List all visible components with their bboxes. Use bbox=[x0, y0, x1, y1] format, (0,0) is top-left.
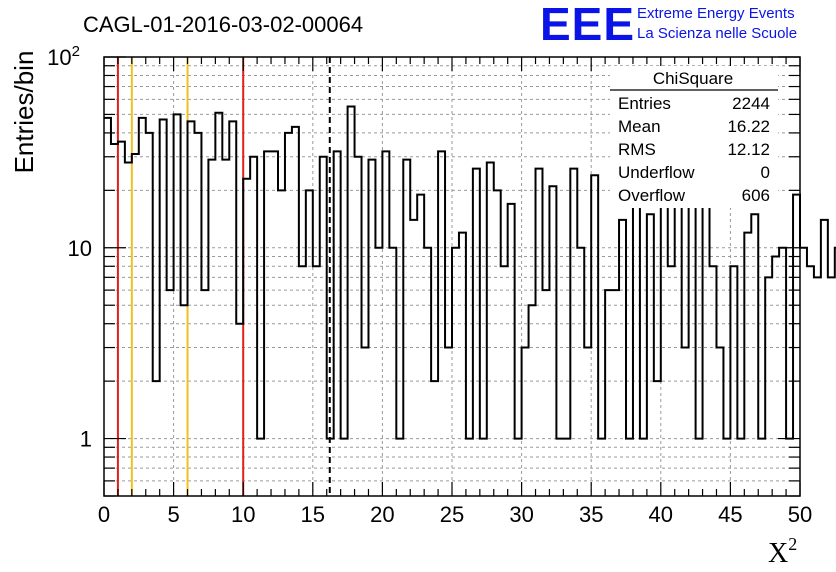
x-tick-label: 5 bbox=[167, 502, 179, 527]
x-tick-label: 30 bbox=[509, 502, 533, 527]
stats-rms-value: 12.12 bbox=[727, 140, 770, 159]
x-tick-label: 10 bbox=[231, 502, 255, 527]
y-tick-label: 102 bbox=[47, 43, 80, 70]
histogram-series bbox=[104, 105, 836, 440]
y-tick-label-exponent: 2 bbox=[72, 43, 80, 60]
x-tick-label: 35 bbox=[579, 502, 603, 527]
stats-box-title: ChiSquare bbox=[653, 69, 733, 88]
stats-box: ChiSquare Entries 2244 Mean 16.22 RMS 12… bbox=[610, 66, 778, 208]
eee-logo-mark: EEE bbox=[540, 0, 635, 50]
x-tick-label: 45 bbox=[718, 502, 742, 527]
chart-title: CAGL-01-2016-03-02-00064 bbox=[83, 12, 363, 37]
x-axis-label-exponent: 2 bbox=[788, 534, 797, 554]
x-tick-label: 50 bbox=[788, 502, 812, 527]
stats-overflow-value: 606 bbox=[742, 186, 770, 205]
x-tick-label: 20 bbox=[370, 502, 394, 527]
stats-overflow-label: Overflow bbox=[618, 186, 686, 205]
x-tick-label: 25 bbox=[440, 502, 464, 527]
stats-underflow-value: 0 bbox=[761, 163, 770, 182]
x-tick-label: 0 bbox=[98, 502, 110, 527]
stats-entries-value: 2244 bbox=[732, 94, 770, 113]
y-tick-label: 10 bbox=[68, 236, 92, 261]
x-axis-label-symbol: X bbox=[768, 538, 788, 569]
stats-mean-value: 16.22 bbox=[727, 117, 770, 136]
eee-logo: EEE Extreme Energy Events La Scienza nel… bbox=[540, 0, 797, 50]
x-tick-label: 15 bbox=[301, 502, 325, 527]
x-tick-label: 40 bbox=[649, 502, 673, 527]
y-tick-label: 1 bbox=[80, 427, 92, 452]
reference-lines bbox=[116, 57, 331, 496]
eee-logo-line2: La Scienza nelle Scuole bbox=[637, 25, 797, 42]
y-axis-label: Entries/bin bbox=[9, 51, 39, 174]
stats-underflow-label: Underflow bbox=[618, 163, 695, 182]
x-axis-label: X2 bbox=[768, 534, 797, 569]
stats-entries-label: Entries bbox=[618, 94, 671, 113]
stats-mean-label: Mean bbox=[618, 117, 661, 136]
stats-rms-label: RMS bbox=[618, 140, 656, 159]
y-tick-label-base: 10 bbox=[47, 45, 71, 70]
eee-logo-line1: Extreme Energy Events bbox=[637, 5, 795, 22]
